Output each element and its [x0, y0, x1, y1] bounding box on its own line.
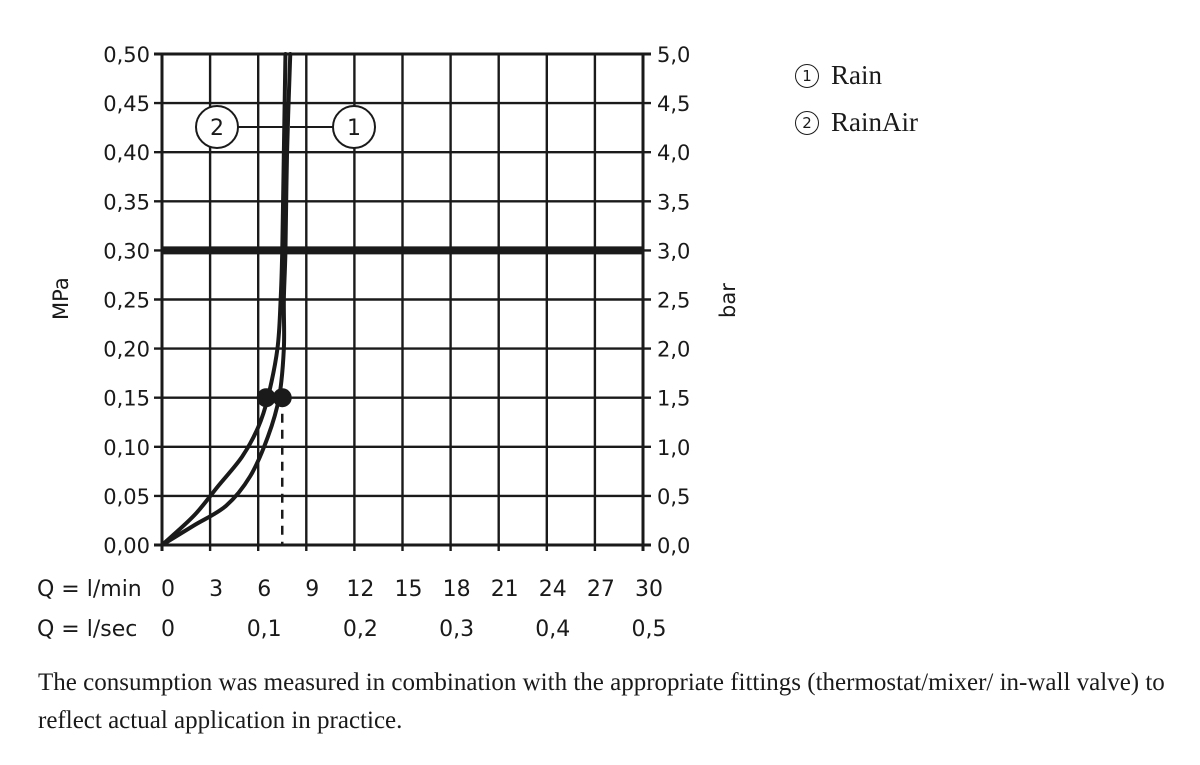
x-tick-label-lmin: 0	[161, 577, 175, 602]
legend-item-rainair: 2 RainAir	[795, 99, 918, 146]
y-right-tick-label: 2,5	[657, 289, 690, 313]
y-left-tick-label: 0,25	[103, 289, 150, 313]
x-axis-lmin-label: Q = l/min	[37, 577, 142, 602]
x-tick-label-lmin: 24	[539, 577, 567, 602]
y-left-tick-label: 0,30	[103, 239, 150, 263]
legend-number-2-icon: 2	[795, 110, 819, 135]
x-tick-label-lmin: 3	[209, 577, 223, 602]
callout-rainair: 2	[195, 105, 287, 149]
x-tick-label-lsec: 0,2	[343, 617, 378, 642]
x-tick-label-lsec: 0,3	[439, 617, 474, 642]
legend-label-rainair: RainAir	[831, 107, 918, 137]
x-tick-label-lmin: 18	[443, 577, 471, 602]
y-right-tick-label: 5,0	[657, 43, 690, 67]
x-tick-label-lmin: 9	[305, 577, 319, 602]
y-left-tick-label: 0,00	[103, 534, 150, 558]
legend-number-1-icon: 1	[795, 63, 819, 88]
x-axis-lsec-label: Q = l/sec	[37, 617, 137, 642]
operating-point-rain	[272, 388, 292, 408]
measurement-note: The consumption was measured in combinat…	[38, 669, 1165, 734]
y-left-tick-label: 0,45	[103, 92, 150, 116]
callout-2-label: 2	[210, 116, 224, 141]
y-right-tick-label: 0,0	[657, 534, 690, 558]
y-left-tick-label: 0,20	[103, 338, 150, 362]
x-axis-ticks: 0 3 6 9 12 15 18 21 24 27 30 0 0,1 0,2 0,3 0,4 0,5	[161, 577, 667, 642]
legend: 1 Rain 2 RainAir	[795, 52, 918, 146]
x-tick-label-lsec: 0,4	[535, 617, 570, 642]
y-right-tick-label: 3,0	[657, 239, 690, 263]
y-right-tick-label: 4,5	[657, 92, 690, 116]
x-tick-label-lmin: 30	[635, 577, 663, 602]
x-tick-label-lmin: 27	[587, 577, 615, 602]
operating-point-rainair	[256, 388, 276, 408]
legend-label-rain: Rain	[831, 60, 882, 90]
y-right-tick-label: 2,0	[657, 338, 690, 362]
callout-1-label: 1	[347, 116, 361, 141]
y-left-tick-label: 0,10	[103, 436, 150, 460]
y-left-tick-label: 0,50	[103, 43, 150, 67]
y-axis-left-ticks: 0,00 0,05 0,10 0,15 0,20 0,25 0,30 0,35 0,40 0,45…	[103, 43, 150, 558]
y-right-tick-label: 1,0	[657, 436, 690, 460]
y-axis-right-ticks: 0,0 0,5 1,0 1,5 2,0 2,5 3,0 3,5 4,0 4,5 5,0	[657, 43, 690, 558]
y-left-tick-label: 0,35	[103, 190, 150, 214]
x-tick-label-lmin: 6	[257, 577, 271, 602]
y-left-tick-label: 0,15	[103, 387, 150, 411]
x-tick-label-lsec: 0,5	[632, 617, 667, 642]
y-right-tick-label: 1,5	[657, 387, 690, 411]
y-right-tick-label: 3,5	[657, 190, 690, 214]
y-right-tick-label: 0,5	[657, 485, 690, 509]
flow-pressure-chart: 0,000,050,100,150,200,250,300,350,400,45…	[37, 43, 740, 642]
y-left-tick-label: 0,05	[103, 485, 150, 509]
x-tick-label-lmin: 15	[395, 577, 423, 602]
y-axis-left-label: MPa	[49, 277, 73, 320]
x-tick-label-lsec: 0	[161, 617, 175, 642]
y-left-tick-label: 0,40	[103, 141, 150, 165]
chart-grid	[154, 52, 651, 551]
x-tick-label-lsec: 0,1	[247, 617, 282, 642]
x-tick-label-lmin: 21	[491, 577, 519, 602]
callout-rain: 1	[290, 105, 376, 149]
x-tick-label-lmin: 12	[346, 577, 374, 602]
series-layer	[160, 52, 293, 547]
legend-item-rain: 1 Rain	[795, 52, 918, 99]
y-axis-right-label: bar	[716, 283, 740, 318]
y-right-tick-label: 4,0	[657, 141, 690, 165]
